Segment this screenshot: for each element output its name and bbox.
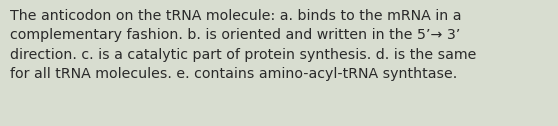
Text: The anticodon on the tRNA molecule: a. binds to the mRNA in a
complementary fash: The anticodon on the tRNA molecule: a. b…	[10, 9, 477, 81]
